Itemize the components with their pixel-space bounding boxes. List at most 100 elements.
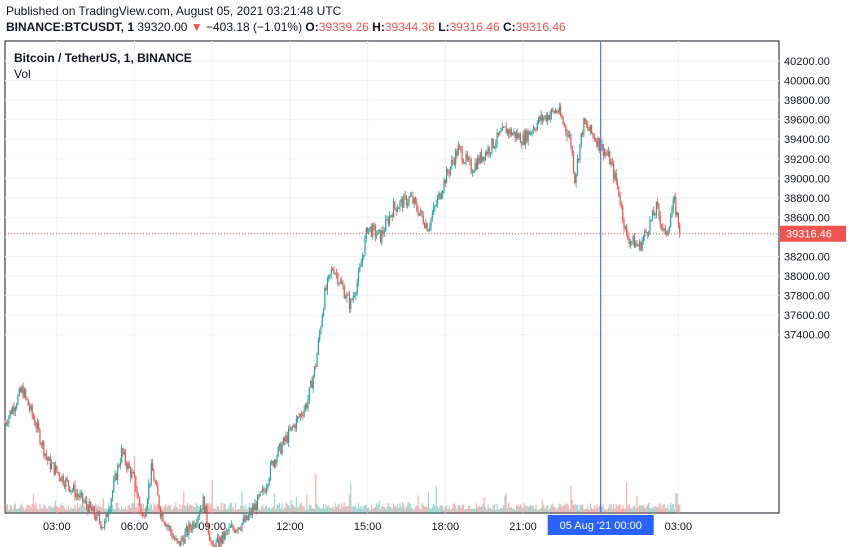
- volume-bar: [172, 507, 174, 513]
- candle-body: [9, 410, 11, 417]
- candle-body: [591, 125, 593, 133]
- candle-body: [493, 146, 496, 148]
- candle-body: [114, 473, 116, 481]
- candle-body: [462, 161, 465, 164]
- x-tick-label: 09:00: [198, 521, 226, 533]
- candle-body: [308, 387, 310, 400]
- candle-body: [370, 226, 373, 237]
- volume-bar: [47, 508, 49, 513]
- candle-body: [123, 451, 125, 454]
- candle-body: [607, 151, 610, 156]
- candle-body: [549, 115, 551, 120]
- volume-bar: [401, 501, 404, 513]
- candle-body: [206, 506, 208, 525]
- candle-body: [423, 223, 426, 228]
- volume-bar: [515, 505, 518, 513]
- candle-body: [534, 128, 536, 130]
- candle-body: [460, 146, 462, 150]
- candle-body: [234, 530, 237, 533]
- volume-bar: [373, 507, 375, 513]
- volume-bar: [197, 505, 199, 513]
- volume-bar: [571, 499, 573, 513]
- candle-body: [653, 210, 655, 216]
- volume-bar: [492, 505, 494, 513]
- candle-body: [181, 537, 184, 539]
- candle-body: [120, 448, 123, 463]
- candle-body: [672, 199, 674, 211]
- volume-bar: [92, 509, 94, 513]
- candle-body: [276, 456, 278, 464]
- candle-body: [502, 126, 505, 128]
- volume-bar: [407, 503, 409, 513]
- candle-body: [315, 366, 317, 368]
- volume-bar: [186, 502, 189, 513]
- volume-bar: [644, 508, 646, 513]
- volume-bar: [324, 508, 326, 513]
- candle-body: [372, 224, 374, 237]
- candle-body: [456, 150, 458, 156]
- volume-bar: [566, 503, 568, 513]
- candle-body: [240, 529, 242, 530]
- volume-bar: [461, 505, 463, 513]
- candle-body: [51, 463, 53, 469]
- candle-body: [95, 516, 97, 520]
- volume-bar: [271, 507, 273, 513]
- volume-bar: [269, 509, 272, 513]
- volume-bar: [471, 508, 474, 513]
- volume-bar: [356, 509, 358, 513]
- volume-bar: [184, 505, 186, 513]
- volume-bar: [409, 503, 411, 513]
- volume-bar: [43, 504, 45, 513]
- candle-body: [562, 118, 564, 124]
- candle-body: [670, 217, 672, 228]
- volume-bar: [225, 509, 228, 513]
- volume-bar: [355, 505, 357, 513]
- volume-bar: [30, 506, 32, 513]
- candle-body: [192, 522, 194, 531]
- candle-body: [236, 530, 238, 532]
- candle-body: [255, 503, 257, 510]
- candle-body: [127, 463, 129, 469]
- volume-bar: [662, 504, 664, 513]
- candle-body: [512, 133, 514, 136]
- volume-bar: [506, 508, 509, 513]
- candle-body: [592, 132, 594, 136]
- candle-body: [199, 509, 202, 515]
- candle-body: [373, 224, 375, 227]
- candle-body: [38, 422, 40, 430]
- candle-body: [626, 225, 628, 234]
- candle-body: [504, 126, 506, 128]
- volume-bar: [478, 506, 480, 513]
- volume-bar: [122, 508, 124, 513]
- candle-body: [152, 463, 154, 471]
- candle-body: [335, 273, 338, 275]
- candle-body: [346, 294, 348, 298]
- volume-bar: [338, 503, 340, 513]
- candle-body: [350, 299, 352, 309]
- volume-bar: [25, 507, 27, 513]
- x-tick-label: 15:00: [354, 521, 382, 533]
- candle-body: [464, 162, 466, 164]
- volume-bar: [8, 509, 10, 513]
- candle-body: [231, 525, 233, 528]
- volume-bar: [313, 508, 316, 513]
- candle-body: [130, 468, 132, 478]
- candle-body: [588, 128, 590, 132]
- candle-body: [233, 528, 235, 533]
- candle-body: [166, 525, 168, 527]
- candle-body: [570, 134, 572, 147]
- volume-bar: [232, 507, 234, 513]
- volume-bar: [284, 507, 286, 513]
- volume-bar: [440, 505, 443, 513]
- volume-bar: [145, 509, 147, 513]
- candle-body: [23, 389, 26, 398]
- volume-bar: [135, 507, 137, 513]
- candle-body: [620, 204, 623, 206]
- candle-body: [133, 473, 136, 477]
- candle-body: [436, 197, 439, 205]
- low-value: 39316.46: [449, 20, 500, 34]
- volume-bar: [342, 506, 344, 513]
- candle-body: [539, 117, 541, 121]
- candle-body: [113, 480, 115, 492]
